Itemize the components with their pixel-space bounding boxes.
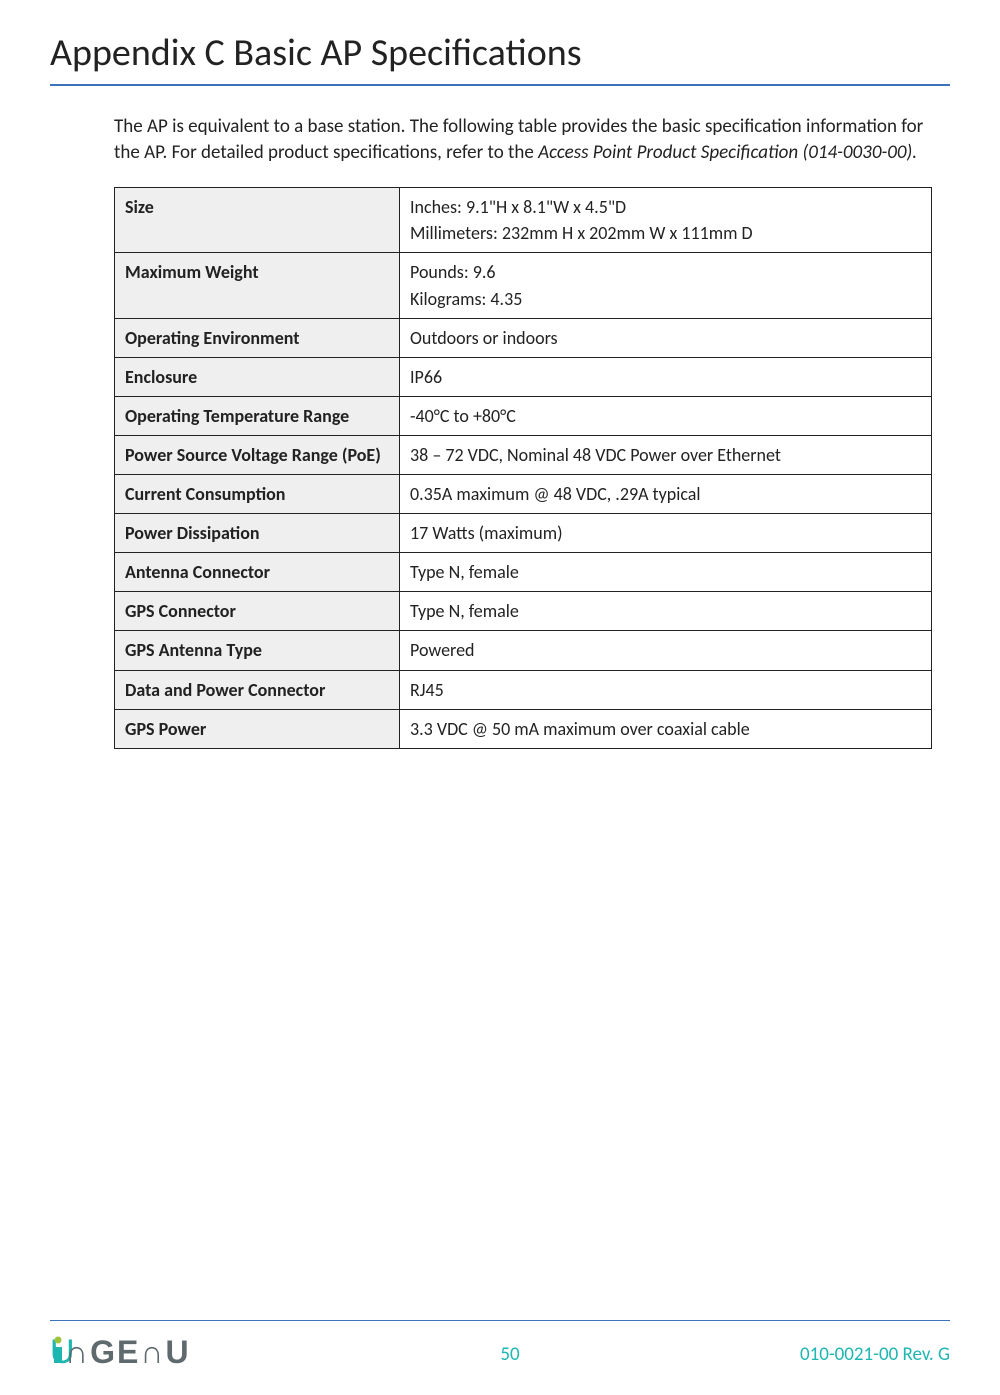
table-row: Operating Temperature Range-40°C to +80°… (115, 396, 932, 435)
spec-label: Operating Temperature Range (115, 396, 400, 435)
table-row: GPS Antenna TypePowered (115, 631, 932, 670)
table-row: Power Source Voltage Range (PoE)38 – 72 … (115, 435, 932, 474)
intro-reference: Access Point Product Specification (014-… (538, 141, 917, 164)
spec-value: 17 Watts (maximum) (400, 514, 932, 553)
spec-value: Pounds: 9.6Kilograms: 4.35 (400, 253, 932, 318)
intro-paragraph: The AP is equivalent to a base station. … (114, 114, 950, 165)
spec-label: Antenna Connector (115, 553, 400, 592)
table-row: EnclosureIP66 (115, 357, 932, 396)
spec-value: Outdoors or indoors (400, 318, 932, 357)
page-footer: U . ∩GE∩U 50 010-0021-00 Rev. G (0, 1320, 1000, 1375)
svg-text:∩GE∩U: ∩GE∩U (65, 1334, 191, 1370)
spec-label: Current Consumption (115, 475, 400, 514)
spec-value: Powered (400, 631, 932, 670)
spec-label: Enclosure (115, 357, 400, 396)
spec-label: Maximum Weight (115, 253, 400, 318)
page-title: Appendix C Basic AP Specifications (50, 30, 950, 86)
table-row: Power Dissipation17 Watts (maximum) (115, 514, 932, 553)
spec-table: SizeInches: 9.1"H x 8.1"W x 4.5"DMillime… (114, 187, 932, 748)
table-row: SizeInches: 9.1"H x 8.1"W x 4.5"DMillime… (115, 188, 932, 253)
spec-value: 3.3 VDC @ 50 mA maximum over coaxial cab… (400, 709, 932, 748)
table-row: Maximum WeightPounds: 9.6Kilograms: 4.35 (115, 253, 932, 318)
spec-label: Operating Environment (115, 318, 400, 357)
table-row: Antenna ConnectorType N, female (115, 553, 932, 592)
table-row: GPS ConnectorType N, female (115, 592, 932, 631)
page-number: 50 (500, 1343, 519, 1366)
spec-value: Type N, female (400, 553, 932, 592)
spec-value: 0.35A maximum @ 48 VDC, .29A typical (400, 475, 932, 514)
spec-value: -40°C to +80°C (400, 396, 932, 435)
spec-label: GPS Antenna Type (115, 631, 400, 670)
table-row: Current Consumption0.35A maximum @ 48 VD… (115, 475, 932, 514)
ingenu-logo-icon: U . ∩GE∩U (50, 1333, 220, 1375)
brand-logo: U . ∩GE∩U (50, 1333, 220, 1375)
spec-label: Power Dissipation (115, 514, 400, 553)
spec-label: Data and Power Connector (115, 670, 400, 709)
footer-rule (50, 1320, 950, 1321)
spec-value: IP66 (400, 357, 932, 396)
spec-value: Type N, female (400, 592, 932, 631)
spec-value: RJ45 (400, 670, 932, 709)
spec-label: Power Source Voltage Range (PoE) (115, 435, 400, 474)
table-row: Operating EnvironmentOutdoors or indoors (115, 318, 932, 357)
spec-label: GPS Power (115, 709, 400, 748)
table-row: Data and Power ConnectorRJ45 (115, 670, 932, 709)
spec-label: Size (115, 188, 400, 253)
doc-revision: 010-0021-00 Rev. G (800, 1343, 950, 1366)
spec-value: 38 – 72 VDC, Nominal 48 VDC Power over E… (400, 435, 932, 474)
table-row: GPS Power3.3 VDC @ 50 mA maximum over co… (115, 709, 932, 748)
spec-label: GPS Connector (115, 592, 400, 631)
spec-value: Inches: 9.1"H x 8.1"W x 4.5"DMillimeters… (400, 188, 932, 253)
